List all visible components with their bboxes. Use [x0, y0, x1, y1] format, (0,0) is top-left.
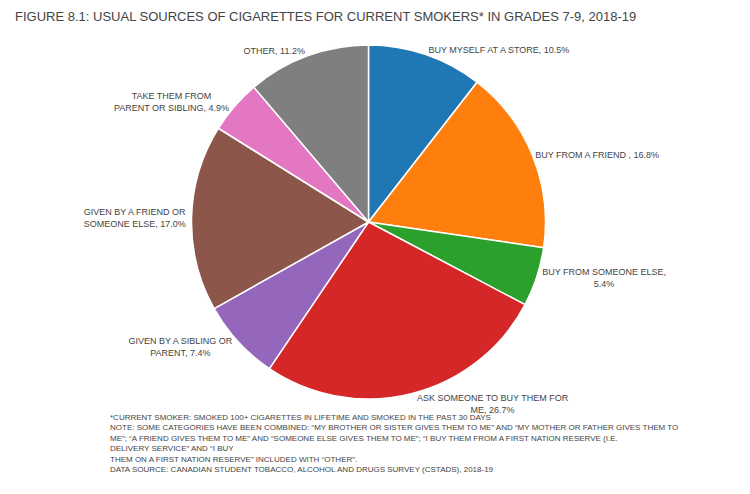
svg-text:GIVEN BY A SIBLING ORPARENT, 7: GIVEN BY A SIBLING ORPARENT, 7.4% — [128, 336, 232, 358]
svg-text:BUY FROM SOMEONE ELSE,5.4%: BUY FROM SOMEONE ELSE,5.4% — [542, 267, 666, 289]
svg-text:TAKE THEM FROMPARENT OR SIBLIN: TAKE THEM FROMPARENT OR SIBLING, 4.9% — [114, 91, 229, 113]
svg-text:BUY MYSELF AT A STORE, 10.5%: BUY MYSELF AT A STORE, 10.5% — [428, 45, 569, 55]
svg-text:GIVEN BY A FRIEND ORSOMEONE EL: GIVEN BY A FRIEND ORSOMEONE ELSE, 17.0% — [84, 207, 186, 229]
svg-text:BUY FROM A FRIEND , 16.8%: BUY FROM A FRIEND , 16.8% — [535, 150, 659, 160]
svg-text:*CURRENT SMOKER: SMOKED 100+ C: *CURRENT SMOKER: SMOKED 100+ CIGARETTES … — [110, 413, 678, 474]
svg-text:ASK SOMEONE TO BUY THEM FORME,: ASK SOMEONE TO BUY THEM FORME, 26.7% — [417, 393, 569, 415]
svg-text:OTHER, 11.2%: OTHER, 11.2% — [244, 46, 305, 56]
svg-text:FIGURE 8.1: USUAL SOURCES OF C: FIGURE 8.1: USUAL SOURCES OF CIGARETTES … — [15, 9, 636, 24]
